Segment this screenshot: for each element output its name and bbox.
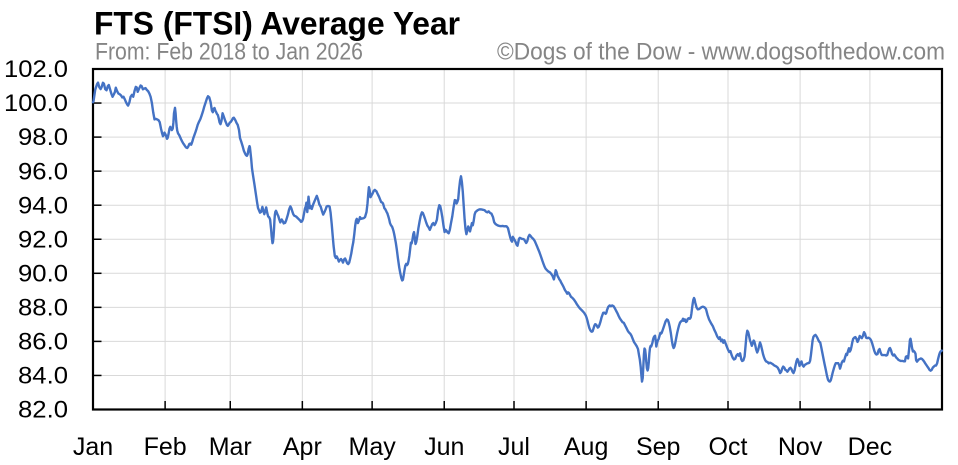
svg-text:98.0: 98.0 — [18, 124, 68, 151]
svg-text:Aug: Aug — [564, 433, 608, 461]
svg-text:Feb: Feb — [144, 433, 187, 461]
svg-text:94.0: 94.0 — [18, 192, 68, 219]
svg-text:Jul: Jul — [498, 433, 530, 461]
svg-text:FTS (FTSI) Average Year: FTS (FTSI) Average Year — [94, 6, 460, 42]
svg-text:90.0: 90.0 — [18, 260, 68, 287]
svg-text:Dec: Dec — [848, 433, 892, 461]
svg-text:©Dogs of the Dow - www.dogsoft: ©Dogs of the Dow - www.dogsofthedow.com — [497, 39, 945, 66]
svg-text:84.0: 84.0 — [18, 363, 68, 390]
svg-text:92.0: 92.0 — [18, 226, 68, 253]
svg-text:88.0: 88.0 — [18, 294, 68, 321]
svg-text:100.0: 100.0 — [4, 90, 68, 117]
svg-text:Jun: Jun — [424, 433, 464, 461]
svg-text:Sep: Sep — [636, 433, 680, 461]
svg-text:Jan: Jan — [73, 433, 113, 461]
svg-text:Oct: Oct — [709, 433, 748, 461]
svg-text:86.0: 86.0 — [18, 329, 68, 356]
svg-text:Nov: Nov — [778, 433, 823, 461]
svg-text:82.0: 82.0 — [18, 397, 68, 424]
svg-text:Mar: Mar — [209, 433, 252, 461]
svg-text:May: May — [349, 433, 397, 461]
svg-text:96.0: 96.0 — [18, 158, 68, 185]
svg-text:102.0: 102.0 — [4, 56, 68, 83]
svg-text:Apr: Apr — [283, 433, 322, 461]
svg-text:From: Feb 2018 to Jan 2026: From: Feb 2018 to Jan 2026 — [95, 39, 363, 66]
